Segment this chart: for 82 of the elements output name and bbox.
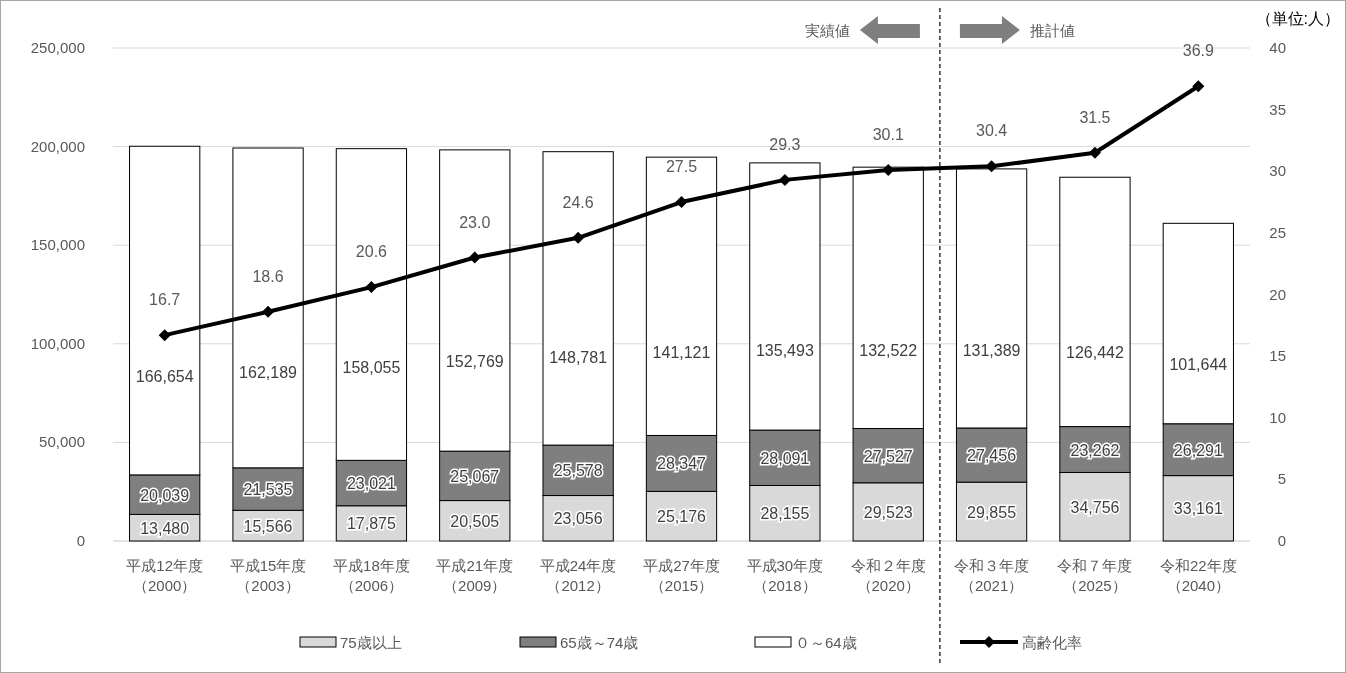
data-label: 166,654 [135, 368, 194, 386]
y2-tick-label: 20 [1269, 285, 1286, 303]
y2-tick-label: 10 [1269, 408, 1286, 426]
point [365, 281, 378, 294]
y-tick-label: 100,000 [30, 334, 85, 352]
point [1088, 146, 1101, 159]
data-label: 30.4 [976, 122, 1008, 140]
data-label: 33,161 [1173, 500, 1223, 518]
legend-label: 65歳～74歳 [560, 634, 639, 651]
data-label: 24.6 [562, 193, 594, 211]
data-label: 29.3 [769, 135, 801, 153]
data-label: 20.6 [355, 243, 388, 261]
y2-tick-label: 35 [1269, 100, 1286, 118]
point [158, 329, 171, 342]
x-tick-label: 平成18年度（2006） [333, 557, 410, 594]
data-label: 34,756 [1070, 498, 1120, 516]
x-tick-label: 令和７年度（2025） [1057, 557, 1133, 594]
data-label: 23,262 [1070, 441, 1120, 459]
data-label: 17,875 [346, 515, 396, 533]
x-tick-label: 平成30年度（2018） [746, 557, 824, 594]
point [572, 231, 585, 244]
y-tick-label: 200,000 [30, 137, 85, 155]
legend-label: 75歳以上 [340, 634, 402, 651]
data-label: 152,769 [445, 352, 504, 370]
data-label: 162,189 [239, 363, 298, 381]
x-tick-label: 令和２年度（2020） [850, 557, 926, 594]
data-label: 126,442 [1066, 343, 1124, 361]
point [468, 251, 481, 264]
data-label: 27,527 [863, 447, 913, 465]
legend-label: 高齢化率 [1022, 634, 1082, 651]
data-label: 23,056 [553, 510, 603, 528]
data-label: 29,855 [967, 503, 1017, 521]
x-tick-label: 令和３年度（2021） [954, 557, 1030, 594]
y2-tick-label: 15 [1269, 347, 1286, 365]
data-label: 36.9 [1182, 42, 1214, 60]
data-label: 27.5 [665, 158, 698, 176]
x-tick-label: 令和22年度（2040） [1159, 557, 1237, 594]
point [262, 305, 275, 318]
data-label: 148,781 [549, 349, 608, 367]
point [778, 173, 791, 186]
y2-tick-label: 25 [1269, 223, 1286, 241]
data-label: 26,291 [1173, 441, 1223, 459]
x-tick-label: 平成21年度（2009） [436, 557, 514, 594]
data-label: 141,121 [652, 343, 711, 361]
point [1192, 80, 1205, 93]
data-label: 18.6 [252, 267, 284, 285]
x-tick-label: 平成27年度（2015） [643, 557, 720, 594]
legend-label: ０～64歳 [795, 634, 857, 651]
data-label: 31.5 [1079, 108, 1111, 126]
data-label: 29,523 [863, 503, 913, 521]
data-label: 13,480 [140, 519, 190, 537]
text: 実績値 [804, 22, 850, 39]
data-label: 25,578 [553, 462, 603, 480]
data-label: 132,522 [859, 342, 918, 360]
data-label: 131,389 [962, 342, 1021, 360]
data-label: 20,505 [450, 512, 500, 530]
y2-tick-label: 30 [1269, 162, 1286, 180]
data-label: 28,091 [760, 449, 810, 467]
data-label: 30.1 [872, 126, 904, 144]
text: 推計値 [1029, 22, 1075, 39]
data-label: 135,493 [755, 341, 814, 359]
y-tick-label: 150,000 [30, 236, 85, 254]
text: （単位:人） [1255, 10, 1340, 27]
data-label: 16.7 [149, 291, 181, 309]
data-label: 28,347 [657, 455, 707, 473]
data-label: 158,055 [342, 358, 401, 376]
y-tick-label: 0 [76, 532, 85, 549]
data-label: 23.0 [459, 213, 491, 231]
y2-tick-label: 40 [1269, 39, 1286, 56]
data-label: 21,535 [243, 481, 293, 499]
x-tick-label: 平成24年度（2012） [539, 557, 617, 594]
data-label: 28,155 [760, 505, 810, 523]
y2-tick-label: 0 [1277, 532, 1286, 549]
y-tick-label: 50,000 [39, 433, 85, 451]
data-label: 25,176 [657, 508, 707, 526]
data-label: 101,644 [1169, 355, 1228, 373]
y-tick-label: 250,000 [30, 39, 85, 56]
x-tick-label: 平成15年度（2003） [229, 557, 307, 594]
point [675, 196, 688, 209]
y2-tick-label: 5 [1277, 470, 1286, 488]
x-tick-label: 平成12年度（2000） [126, 557, 204, 594]
data-label: 15,566 [243, 517, 293, 535]
